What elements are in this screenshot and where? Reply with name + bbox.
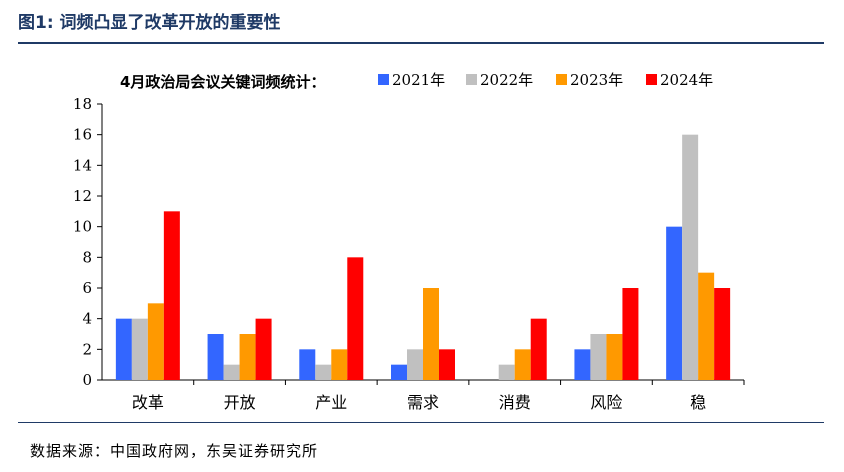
bar-3-2 xyxy=(423,288,439,380)
x-tick-label-3: 需求 xyxy=(407,393,439,412)
y-tick-label-3: 6 xyxy=(82,279,92,297)
x-tick-label-0: 改革 xyxy=(132,393,164,412)
bar-3-0 xyxy=(391,364,407,380)
bar-1-0 xyxy=(207,334,224,380)
legend-swatch-1 xyxy=(466,74,477,85)
legend-swatch-0 xyxy=(378,74,389,85)
bar-4-1 xyxy=(498,364,515,380)
bar-6-2 xyxy=(698,272,715,380)
y-tick-label-8: 16 xyxy=(73,126,92,144)
bar-5-2 xyxy=(606,334,623,380)
bar-2-0 xyxy=(299,349,316,380)
bar-0-3 xyxy=(163,211,180,380)
y-tick-label-0: 0 xyxy=(82,371,92,389)
top-rule xyxy=(18,42,824,44)
bar-3-1 xyxy=(407,349,423,380)
bar-0-0 xyxy=(115,318,132,380)
bar-6-1 xyxy=(682,134,699,380)
legend-label-1: 2022年 xyxy=(480,71,533,89)
bar-5-0 xyxy=(574,349,591,380)
bar-1-2 xyxy=(239,334,256,380)
bar-2-1 xyxy=(315,364,332,380)
legend-swatch-3 xyxy=(646,74,657,85)
y-tick-label-6: 12 xyxy=(73,187,92,205)
bottom-rule xyxy=(18,422,824,423)
bar-6-3 xyxy=(714,288,731,380)
x-tick-label-5: 风险 xyxy=(590,393,622,412)
y-tick-label-7: 14 xyxy=(73,156,92,174)
bar-4-3 xyxy=(530,318,547,380)
bar-6-0 xyxy=(666,226,683,380)
legend-label-0: 2021年 xyxy=(392,71,445,89)
y-tick-label-4: 8 xyxy=(82,248,92,266)
bar-2-2 xyxy=(331,349,348,380)
bar-4-2 xyxy=(514,349,531,380)
y-tick-label-5: 10 xyxy=(73,218,92,236)
x-tick-label-1: 开放 xyxy=(224,393,256,412)
legend-swatch-2 xyxy=(556,74,567,85)
bar-0-2 xyxy=(147,303,164,380)
x-tick-label-6: 稳 xyxy=(690,393,706,412)
y-tick-label-9: 18 xyxy=(73,95,92,113)
bar-5-3 xyxy=(622,288,639,380)
bar-1-3 xyxy=(255,318,272,380)
legend-label-3: 2024年 xyxy=(660,71,713,89)
bar-2-3 xyxy=(347,257,364,380)
bar-3-3 xyxy=(439,349,455,380)
x-tick-label-2: 产业 xyxy=(315,393,347,412)
y-tick-label-2: 4 xyxy=(82,310,92,328)
figure-title: 图1: 词频凸显了改革开放的重要性 xyxy=(18,13,281,33)
chart-title: 4月政治局会议关键词频统计： xyxy=(120,73,325,91)
legend-label-2: 2023年 xyxy=(570,71,623,89)
y-tick-label-1: 2 xyxy=(82,340,92,358)
bar-5-1 xyxy=(590,334,607,380)
bar-1-1 xyxy=(223,364,240,380)
x-tick-label-4: 消费 xyxy=(499,393,531,412)
source-note: 数据来源：中国政府网，东吴证券研究所 xyxy=(30,442,319,460)
bar-0-1 xyxy=(131,318,148,380)
